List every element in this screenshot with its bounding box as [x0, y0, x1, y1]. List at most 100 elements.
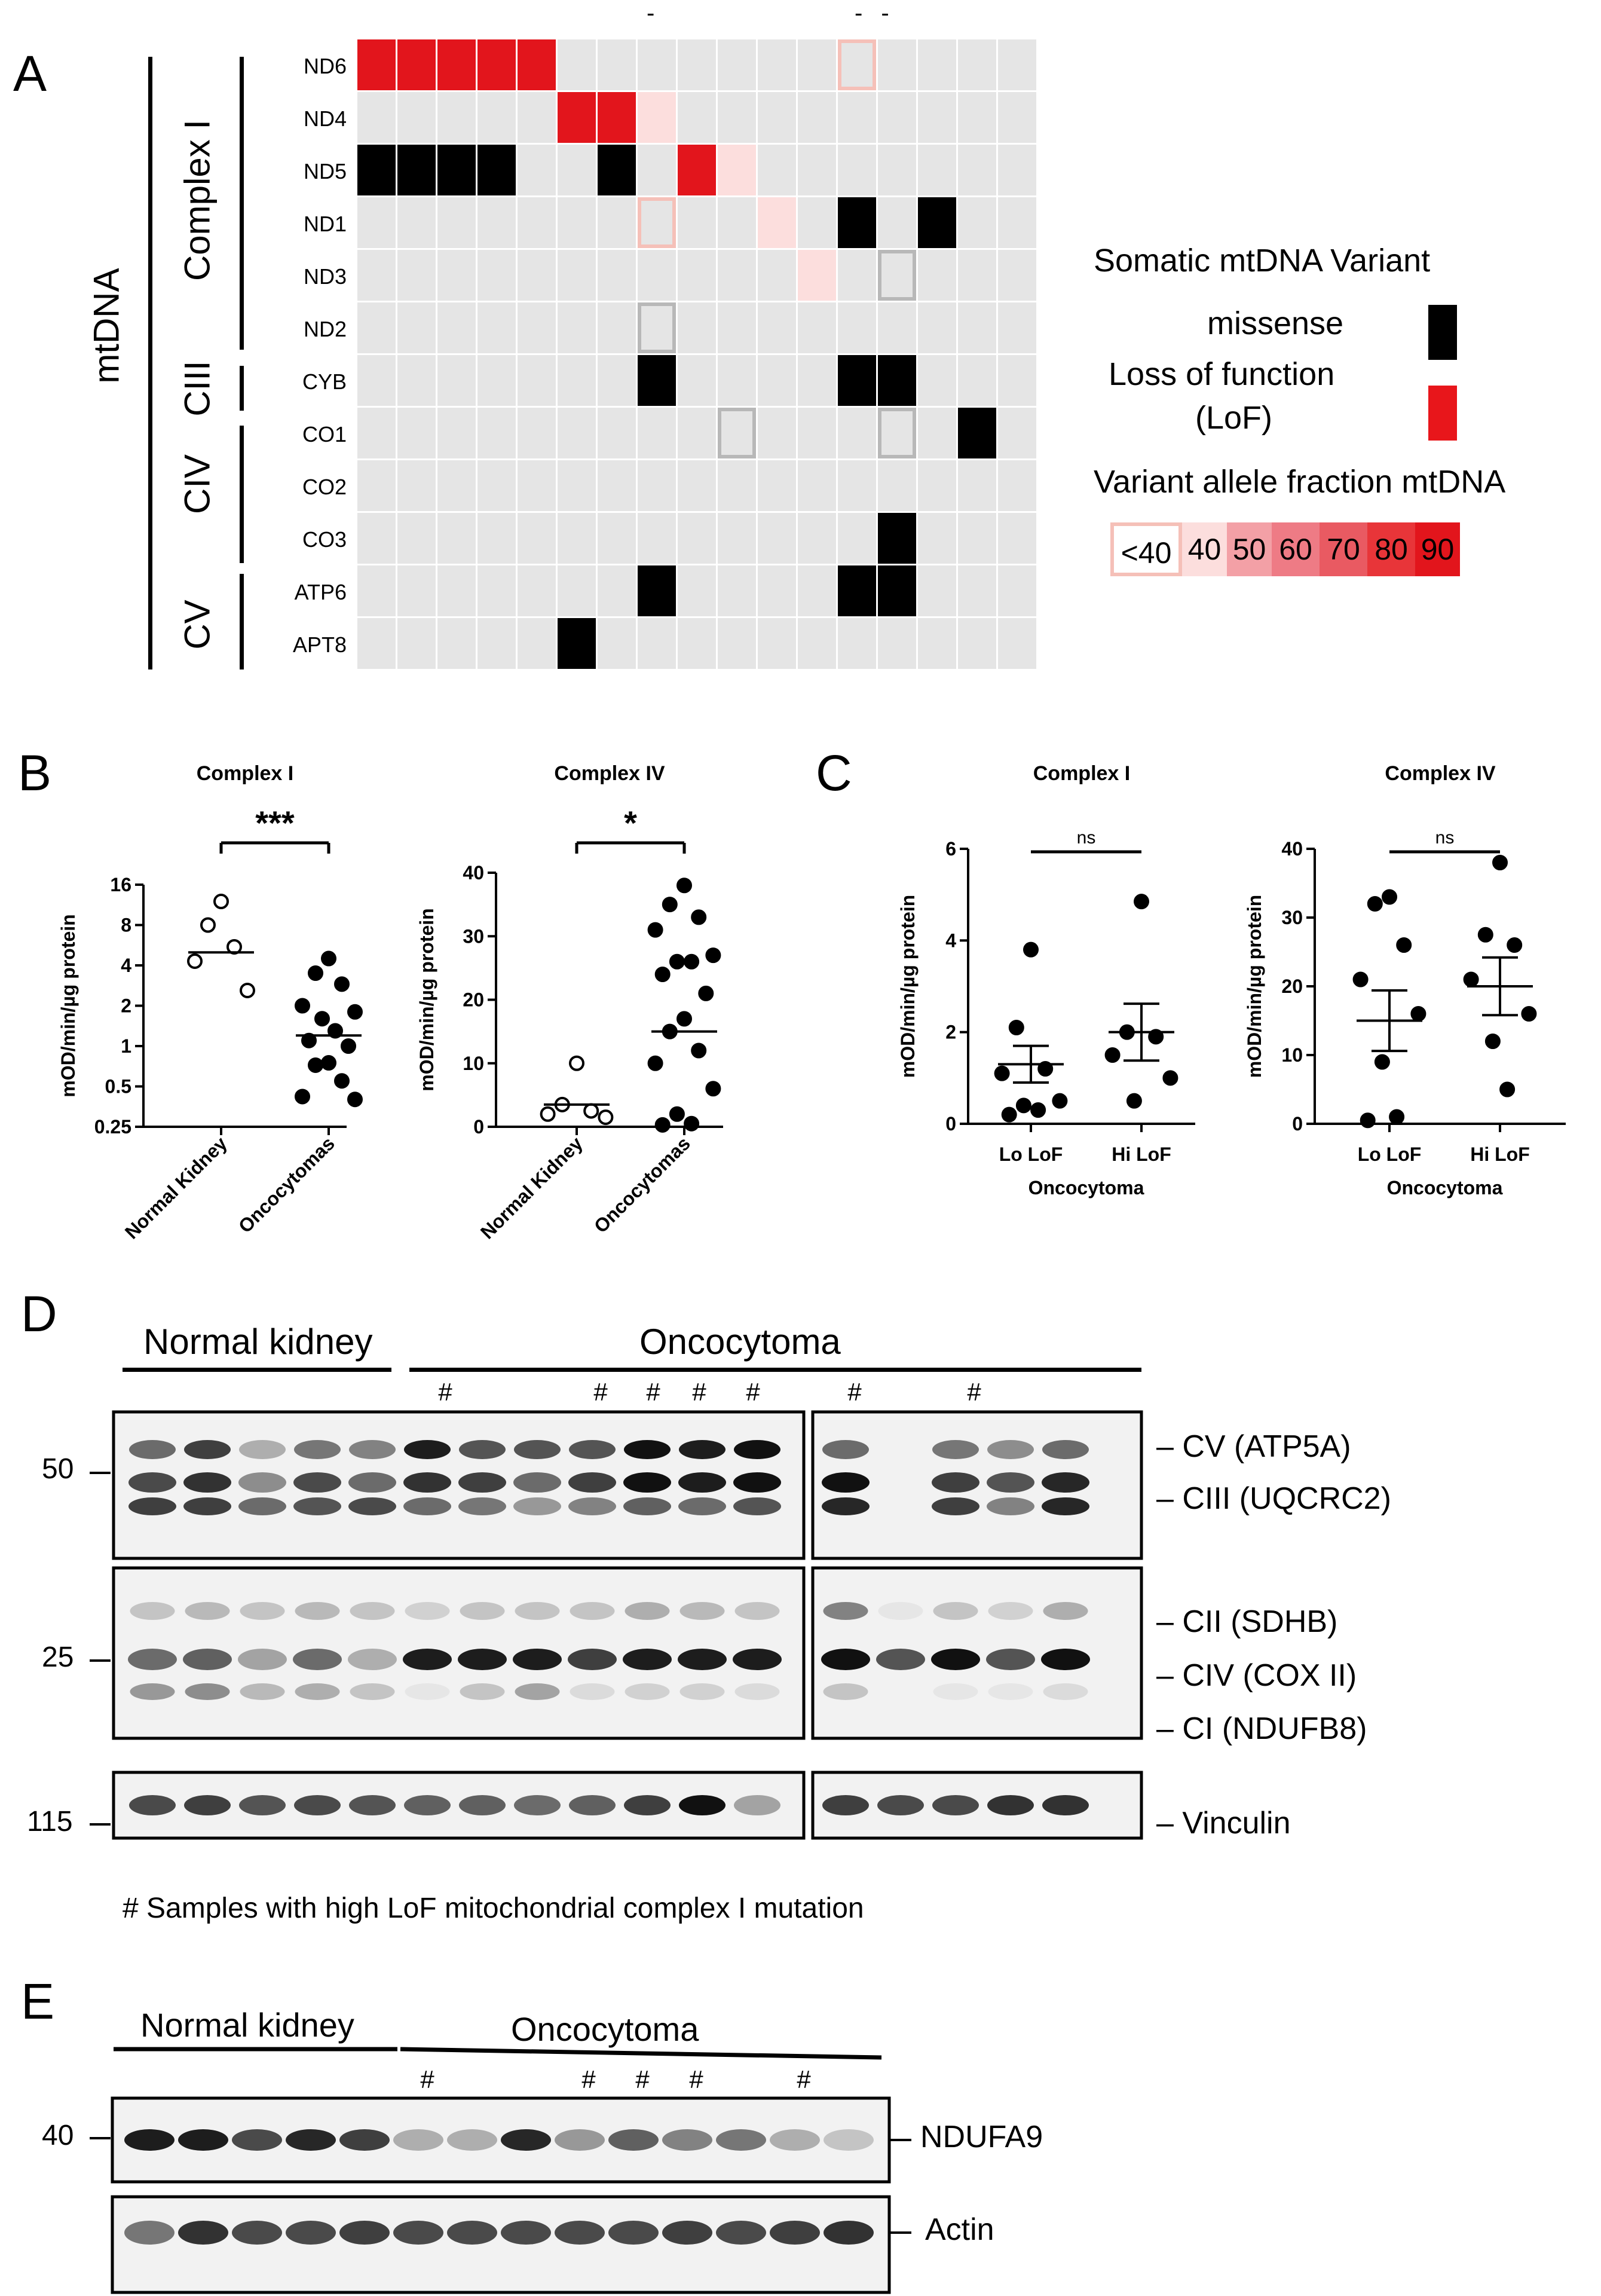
data-point	[1410, 1006, 1426, 1022]
variant-cell-nd4	[598, 92, 636, 143]
chart-complex-i-normal-vs-onco: Complex I mOD/min/µg protein 16 8 4 2 1 0.5 0.25…	[57, 762, 363, 1243]
gene-label-nd3: ND3	[303, 264, 347, 289]
band-vinculin	[294, 1795, 341, 1815]
band-ci	[734, 1683, 780, 1700]
grid-cell	[678, 460, 716, 511]
e-onco-bar	[400, 2047, 882, 2060]
d-mw-25: 25	[42, 1641, 74, 1673]
x-axis-label: Oncocytoma	[1028, 1177, 1144, 1199]
band-civ	[513, 1649, 562, 1670]
y-tick-label: 4	[121, 955, 131, 976]
grid-cell	[758, 355, 796, 406]
data-point	[684, 1115, 700, 1132]
grid-cell	[437, 408, 476, 458]
d-mw-25-tick	[90, 1659, 111, 1662]
mtdna-label: mtDNA	[86, 268, 127, 384]
data-point	[583, 1103, 599, 1119]
band-vinculin	[987, 1795, 1034, 1815]
band-ciii-lower	[678, 1497, 726, 1515]
y-axis-label: mOD/min/µg protein	[897, 895, 919, 1078]
band-ciii-lower	[932, 1497, 979, 1515]
band-actin	[662, 2221, 712, 2245]
y-tick-label: 40	[463, 862, 484, 883]
band-cv	[569, 1440, 616, 1459]
grid-cell	[397, 92, 436, 143]
y-tick-label: 40	[1281, 838, 1303, 860]
grid-cell	[518, 618, 556, 669]
grid-cell	[477, 197, 516, 248]
band-ndufa9	[608, 2129, 659, 2151]
band-actin	[770, 2221, 820, 2245]
significance-label: ns	[1077, 828, 1096, 848]
grid-cell	[558, 408, 596, 458]
grid-cell	[998, 250, 1036, 301]
band-vinculin	[404, 1795, 451, 1815]
data-point	[654, 967, 671, 982]
band-ndufa9	[339, 2129, 390, 2151]
band-ciii-lower	[293, 1497, 341, 1515]
data-point	[200, 917, 216, 933]
vaf-bin: 80	[1367, 522, 1415, 576]
top-mark-1: -	[647, 0, 655, 26]
grid-cell	[558, 145, 596, 195]
data-point	[1484, 1034, 1501, 1049]
grid-cell	[718, 355, 756, 406]
d-group-onco: Oncocytoma	[639, 1322, 841, 1362]
grid-cell	[357, 565, 396, 616]
band-civ	[403, 1649, 452, 1670]
grid-cell	[718, 513, 756, 564]
band-vinculin	[239, 1795, 286, 1815]
grid-cell	[518, 92, 556, 143]
grid-cell	[878, 92, 916, 143]
grid-cell	[518, 145, 556, 195]
variant-cell-nd6	[838, 39, 876, 90]
band-ciii	[348, 1472, 396, 1493]
data-point	[676, 1011, 692, 1027]
variant-cell-cyb	[838, 355, 876, 406]
band-civ	[128, 1649, 177, 1670]
grid-cell	[598, 408, 636, 458]
grid-cell	[798, 513, 836, 564]
grid-cell	[678, 565, 716, 616]
high-lof-marker: #	[797, 2065, 811, 2093]
band-ndufa9	[555, 2129, 605, 2151]
y-tick-label: 20	[1281, 976, 1303, 997]
band-civ	[678, 1649, 727, 1670]
x-axis-label: Oncocytoma	[1387, 1177, 1503, 1199]
data-point	[1023, 941, 1039, 958]
data-point	[187, 953, 203, 969]
y-tick-label: 0.25	[94, 1116, 131, 1138]
grid-cell	[638, 39, 676, 90]
d-mw-50: 50	[42, 1453, 74, 1485]
band-cv	[624, 1440, 671, 1459]
variant-cell-nd5	[718, 145, 756, 195]
grid-cell	[437, 565, 476, 616]
grid-cell	[798, 565, 836, 616]
x-tick-label: Hi LoF	[1470, 1144, 1530, 1165]
band-ndufa9	[770, 2129, 820, 2151]
grid-cell	[397, 513, 436, 564]
variant-cell-nd5	[477, 145, 516, 195]
band-vinculin	[1042, 1795, 1089, 1815]
band-cii	[734, 1602, 780, 1620]
band-actin	[178, 2221, 228, 2245]
variant-cell-co3	[878, 513, 916, 564]
x-tick-label: Normal Kidney	[476, 1132, 587, 1243]
grid-cell	[437, 302, 476, 353]
grid-cell	[437, 250, 476, 301]
gene-label-nd2: ND2	[303, 317, 347, 341]
band-civ	[876, 1649, 925, 1670]
band-cii	[130, 1602, 175, 1620]
data-point	[347, 1004, 363, 1020]
y-axis-label: mOD/min/µg protein	[416, 908, 437, 1091]
high-lof-marker: #	[438, 1378, 452, 1406]
band-vinculin	[624, 1795, 671, 1815]
high-lof-marker: #	[581, 2065, 596, 2093]
band-ndufa9	[501, 2129, 551, 2151]
complex-i-bracket	[240, 57, 244, 350]
x-tick-label: Normal Kidney	[121, 1132, 231, 1243]
band-civ	[931, 1649, 980, 1670]
data-point	[1030, 1102, 1046, 1118]
gene-label-cyb: CYB	[302, 369, 347, 394]
variant-cell-nd3	[878, 250, 916, 301]
